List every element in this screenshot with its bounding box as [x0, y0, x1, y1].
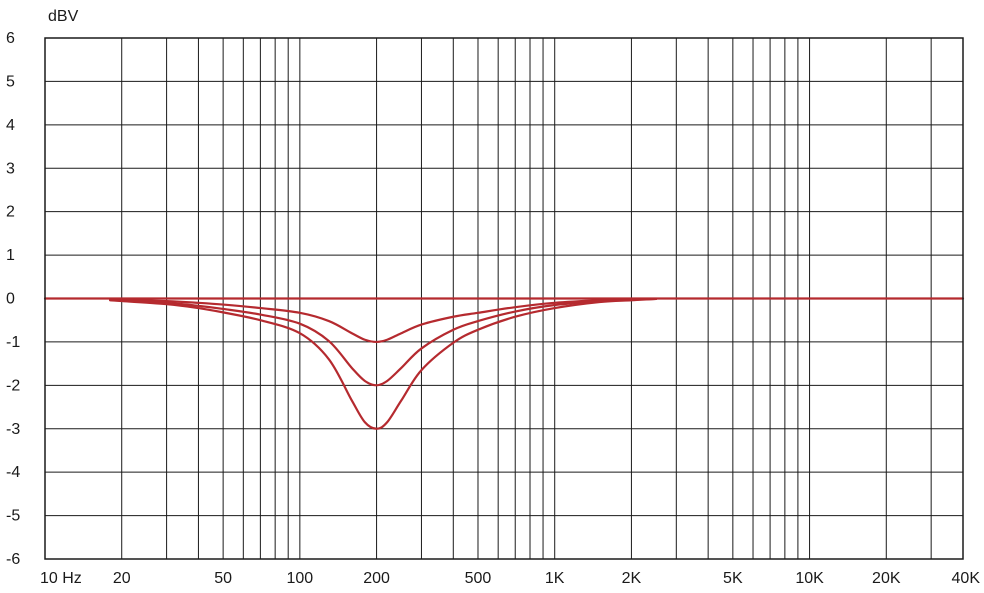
y-tick-label: -3: [6, 421, 20, 438]
x-tick-label: 20K: [872, 570, 901, 587]
x-tick-label: 40K: [952, 570, 981, 587]
y-tick-label: 1: [6, 247, 15, 264]
plot-frame: [44, 37, 964, 560]
series-line-2: [108, 297, 658, 387]
x-tick-label: 50: [214, 570, 232, 587]
x-tick-label: 10 Hz: [40, 570, 82, 587]
x-tick-label: 1K: [545, 570, 565, 587]
response-curves: [43, 297, 965, 430]
x-tick-label: 2K: [622, 570, 642, 587]
x-tick-label: 500: [465, 570, 492, 587]
y-tick-label: 6: [6, 30, 15, 47]
y-tick-label: -5: [6, 508, 20, 525]
x-tick-label: 20: [113, 570, 131, 587]
series-line-3: [108, 297, 658, 430]
x-tick-label: 10K: [795, 570, 824, 587]
y-tick-label: -6: [6, 551, 20, 568]
y-tick-label: 4: [6, 117, 15, 134]
x-tick-label: 200: [363, 570, 390, 587]
y-axis-unit-label: dBV: [48, 8, 79, 25]
y-tick-label: 5: [6, 73, 15, 90]
x-tick-labels: 10 Hz 20 50 100 200 500 1K 2K 5K 10K 20K 40K: [40, 570, 980, 587]
y-tick-label: 0: [6, 291, 15, 308]
x-tick-label: 100: [287, 570, 314, 587]
series-line-1: [108, 297, 658, 344]
y-tick-label: -4: [6, 464, 20, 481]
y-tick-labels: 6 5 4 3 2 1 0 -1 -2 -3 -4 -5 -6: [6, 30, 20, 568]
y-tick-label: 3: [6, 160, 15, 177]
y-tick-label: -2: [6, 377, 20, 394]
y-tick-label: 2: [6, 204, 15, 221]
x-tick-label: 5K: [723, 570, 743, 587]
y-tick-label: -1: [6, 334, 20, 351]
